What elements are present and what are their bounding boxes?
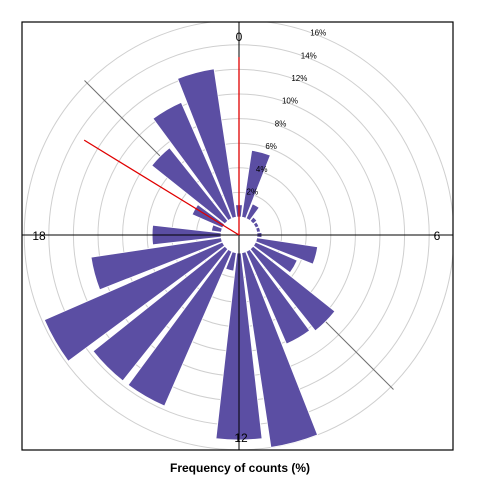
radial-tick-label: 12%	[291, 74, 307, 83]
secondary-direction-line	[83, 139, 240, 236]
plot-border	[21, 21, 454, 451]
bar-hour-19	[211, 224, 223, 233]
radial-tick-label: 10%	[282, 97, 298, 106]
mean-direction-lines	[83, 57, 240, 236]
bar-hour-8	[252, 241, 298, 274]
bar-hour-21	[151, 147, 229, 225]
radial-tick-label: 6%	[265, 142, 277, 151]
radial-tick-label: 16%	[310, 29, 326, 38]
bar-hour-5	[255, 226, 261, 233]
bar-hour-2	[245, 203, 260, 222]
bar-hour-3	[249, 216, 258, 225]
bar-hour-4	[252, 221, 260, 229]
bar-hour-13	[225, 251, 237, 272]
bar-hour-14	[127, 248, 233, 407]
direction-label-6: 6	[434, 229, 441, 243]
bar-hour-10	[245, 248, 311, 345]
radial-tick-label: 14%	[301, 51, 317, 60]
direction-label-0: 0	[236, 30, 243, 44]
bar-hour-1	[241, 149, 271, 219]
labels: 0 6 12 18 2% 4% 6% 8% 10% 12% 14% 16%	[32, 29, 440, 445]
bar-hour-23	[177, 68, 237, 219]
direction-label-18: 18	[32, 229, 46, 243]
radial-tick-label: 4%	[256, 165, 268, 174]
bar-hour-17	[90, 237, 223, 291]
radial-tick-label: 8%	[275, 119, 287, 128]
bar-hour-11	[241, 251, 319, 448]
radial-tick-label: 2%	[247, 188, 259, 197]
bar-hour-15	[92, 245, 229, 382]
bar-hour-9	[249, 245, 336, 332]
x-axis-label: Frequency of counts (%)	[169, 461, 310, 475]
bar-hour-16	[43, 241, 226, 362]
bar-hour-22	[152, 101, 233, 222]
bar-hour-7	[255, 237, 319, 265]
direction-label-12: 12	[234, 431, 248, 445]
